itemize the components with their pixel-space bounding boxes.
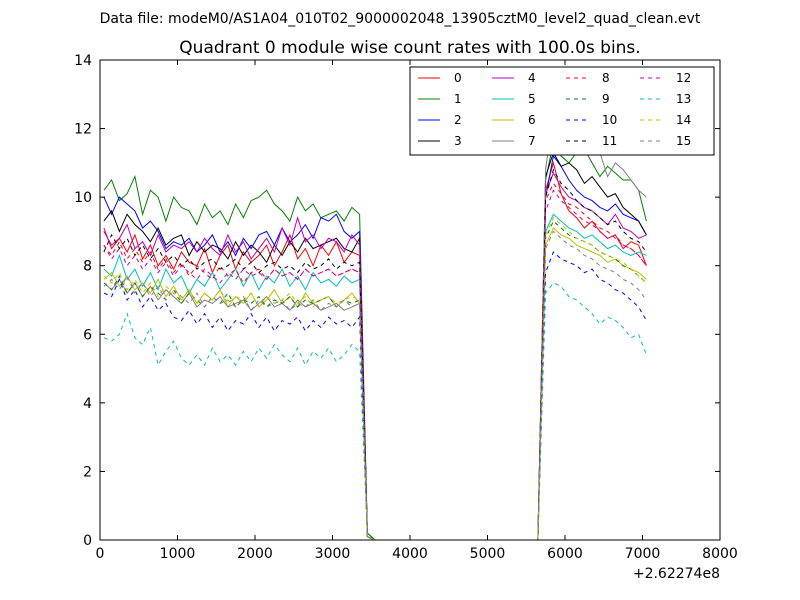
legend-label-1: 1 xyxy=(454,92,462,106)
y-tick-label: 12 xyxy=(74,122,92,138)
x-tick-label: 7000 xyxy=(625,546,661,562)
series-line-13 xyxy=(103,282,647,541)
y-tick-label: 0 xyxy=(83,533,92,549)
legend-label-15: 15 xyxy=(676,134,691,148)
legend-label-8: 8 xyxy=(602,71,610,85)
series-line-8 xyxy=(103,182,647,541)
legend-label-13: 13 xyxy=(676,92,691,106)
x-tick-label: 0 xyxy=(96,546,105,562)
y-tick-label: 6 xyxy=(83,327,92,343)
legend-label-11: 11 xyxy=(602,134,617,148)
y-tick-label: 2 xyxy=(83,464,92,480)
x-tick-label: 2000 xyxy=(237,546,273,562)
x-offset-label: +2.62274e8 xyxy=(633,566,720,582)
series-line-11 xyxy=(103,168,647,541)
legend-label-7: 7 xyxy=(528,134,536,148)
y-tick-label: 8 xyxy=(83,259,92,275)
suptitle: Data file: modeM0/AS1A04_010T02_90000020… xyxy=(100,11,701,27)
x-tick-label: 8000 xyxy=(702,546,738,562)
x-tick-label: 4000 xyxy=(392,546,428,562)
chart-title: Quadrant 0 module wise count rates with … xyxy=(179,38,640,58)
legend-box xyxy=(409,66,715,156)
y-tick-label: 4 xyxy=(83,396,92,412)
y-tick-label: 14 xyxy=(74,53,92,69)
y-tick-label: 10 xyxy=(74,190,92,206)
legend-label-10: 10 xyxy=(602,113,617,127)
legend-label-12: 12 xyxy=(676,71,691,85)
legend-label-3: 3 xyxy=(454,134,462,148)
x-tick-label: 3000 xyxy=(315,546,351,562)
axes-layer: 0 1000 2000 3000 4000 5000 6000 7000 80000246810… xyxy=(74,53,738,562)
legend-label-9: 9 xyxy=(602,92,610,106)
legend-label-14: 14 xyxy=(676,113,691,127)
legend-label-0: 0 xyxy=(454,71,462,85)
legend-label-5: 5 xyxy=(528,92,536,106)
x-tick-label: 6000 xyxy=(547,546,583,562)
legend-label-2: 2 xyxy=(454,113,462,127)
x-tick-label: 1000 xyxy=(160,546,196,562)
legend-label-6: 6 xyxy=(528,113,536,127)
legend-label-4: 4 xyxy=(528,71,536,85)
x-tick-label: 5000 xyxy=(470,546,506,562)
